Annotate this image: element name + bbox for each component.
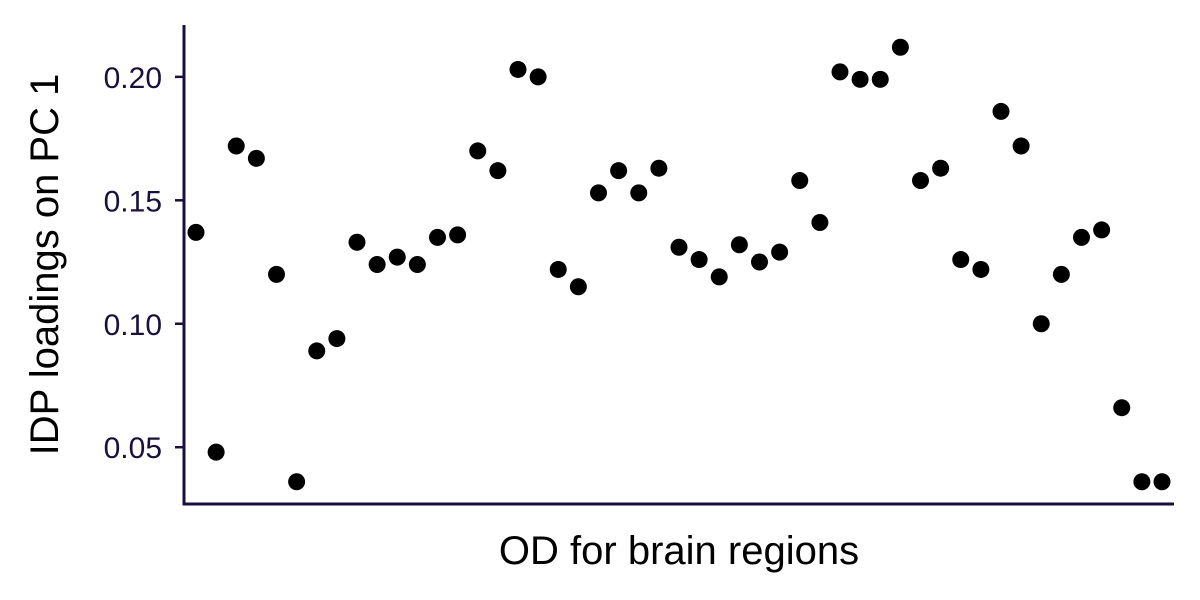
- data-point: [912, 172, 929, 190]
- data-point: [348, 233, 366, 251]
- data-point: [509, 60, 527, 78]
- x-axis-title: OD for brain regions: [499, 529, 859, 573]
- data-point: [992, 102, 1010, 120]
- data-point: [710, 268, 728, 286]
- data-point: [831, 63, 849, 81]
- data-point: [308, 342, 326, 360]
- data-point: [1032, 315, 1050, 333]
- y-axis-ticks: 0.05 0.10 0.15 0.20: [104, 62, 184, 465]
- data-point: [630, 184, 648, 202]
- data-point: [670, 238, 688, 256]
- data-point: [408, 256, 426, 273]
- data-point: [1093, 221, 1111, 239]
- data-point: [590, 184, 607, 202]
- data-point: [569, 278, 587, 296]
- data-point: [1012, 137, 1030, 155]
- data-point: [288, 473, 306, 491]
- data-point: [549, 260, 567, 278]
- data-point: [388, 248, 406, 266]
- data-point: [610, 162, 628, 180]
- data-point: [1113, 399, 1131, 417]
- data-point: [328, 330, 346, 348]
- data-point: [1052, 265, 1070, 283]
- data-point: [187, 223, 205, 241]
- data-point: [891, 38, 909, 56]
- data-point: [449, 226, 467, 244]
- data-point: [730, 236, 748, 254]
- y-tick-label: 0.15: [104, 185, 162, 218]
- data-point: [529, 68, 547, 86]
- data-point: [1073, 228, 1090, 246]
- data-point: [690, 251, 708, 269]
- y-axis-title: IDP loadings on PC 1: [23, 74, 67, 456]
- data-point: [1133, 473, 1151, 491]
- data-point: [247, 149, 265, 167]
- data-point: [489, 162, 507, 180]
- data-point: [811, 214, 829, 232]
- data-point: [368, 256, 386, 273]
- data-point: [771, 243, 789, 261]
- data-point: [268, 265, 285, 283]
- data-point: [871, 70, 889, 88]
- data-point: [429, 228, 446, 246]
- data-point: [650, 159, 668, 177]
- y-tick-label: 0.05: [104, 432, 162, 465]
- data-point: [469, 142, 487, 160]
- data-point: [227, 137, 245, 155]
- y-tick-label: 0.20: [104, 62, 162, 95]
- data-point: [952, 251, 970, 269]
- data-point: [932, 159, 950, 177]
- data-point: [751, 253, 768, 271]
- data-point: [972, 260, 990, 278]
- data-point: [791, 172, 809, 190]
- y-tick-label: 0.10: [104, 309, 162, 342]
- data-point: [1153, 473, 1171, 491]
- data-point: [207, 443, 225, 461]
- data-point: [851, 70, 869, 88]
- data-points: [187, 38, 1171, 491]
